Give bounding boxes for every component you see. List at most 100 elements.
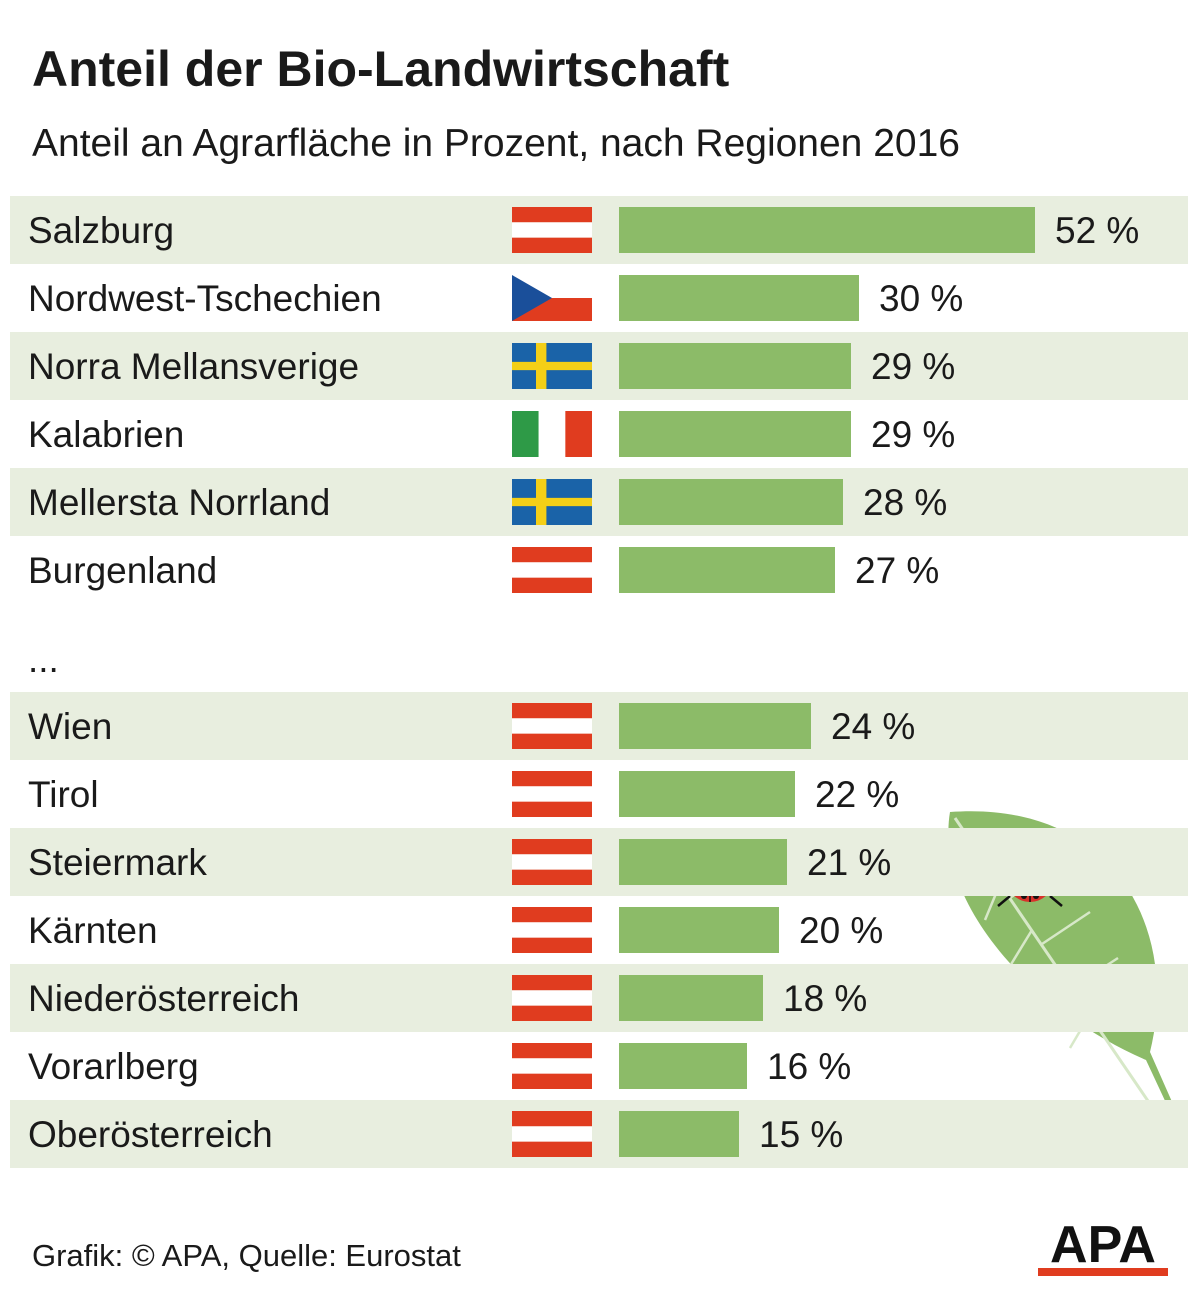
- bar: [619, 275, 859, 321]
- category-label: Kalabrien: [28, 414, 184, 455]
- flag-yellow-cross-h: [512, 361, 592, 371]
- austria-flag-icon: [512, 703, 592, 749]
- sweden-flag-icon: [512, 343, 592, 389]
- bar: [619, 1043, 747, 1089]
- austria-flag-icon: [512, 1111, 592, 1157]
- flag-red-stripe: [512, 1043, 592, 1059]
- flag-white-stripe: [512, 922, 592, 938]
- category-label: Kärnten: [28, 910, 158, 951]
- category-label: Mellersta Norrland: [28, 482, 330, 523]
- bar: [619, 771, 795, 817]
- austria-flag-icon: [512, 907, 592, 953]
- flag-red-stripe: [512, 547, 592, 563]
- category-label: Wien: [28, 706, 112, 747]
- flag-white-stripe: [512, 1058, 592, 1074]
- leaf-vein: [1041, 910, 1091, 946]
- flag-red-stripe: [512, 869, 592, 885]
- chart-title: Anteil der Bio-Landwirtschaft: [32, 41, 730, 97]
- bar: [619, 1111, 739, 1157]
- austria-flag-icon: [512, 839, 592, 885]
- bar: [619, 547, 835, 593]
- flag-red-band: [565, 411, 592, 457]
- value-label: 27 %: [855, 550, 939, 591]
- chart-row: Oberösterreich 15 %: [10, 1100, 1188, 1168]
- flag-red-stripe: [512, 1073, 592, 1089]
- chart-row: Vorarlberg 16 %: [28, 1043, 851, 1089]
- group-separator: ...: [28, 639, 59, 680]
- chart-row: Steiermark 21 %: [10, 828, 1188, 896]
- flag-red-stripe: [512, 577, 592, 593]
- bar: [619, 479, 843, 525]
- bar: [619, 411, 851, 457]
- bar: [619, 343, 851, 389]
- ladybug-leg: [1049, 895, 1063, 907]
- value-label: 20 %: [799, 910, 883, 951]
- value-label: 29 %: [871, 346, 955, 387]
- flag-yellow-cross-h: [512, 497, 592, 507]
- chart-row: Tirol 22 %: [28, 771, 899, 817]
- value-label: 52 %: [1055, 210, 1139, 251]
- flag-red-stripe: [512, 839, 592, 855]
- austria-flag-icon: [512, 1043, 592, 1089]
- row-stripe: [10, 468, 1188, 536]
- bar-chart: Salzburg 52 % Nordwest-Tschechien 30 % Norra…: [10, 196, 1188, 1168]
- sweden-flag-icon: [512, 479, 592, 525]
- source-note: Grafik: © APA, Quelle: Eurostat: [32, 1238, 461, 1273]
- flag-white-stripe: [512, 786, 592, 802]
- category-label: Burgenland: [28, 550, 217, 591]
- chart-row: Nordwest-Tschechien 30 %: [28, 275, 963, 321]
- flag-white-stripe: [512, 1126, 592, 1142]
- flag-red-stripe: [512, 207, 592, 223]
- category-label: Norra Mellansverige: [28, 346, 359, 387]
- chart-subtitle: Anteil an Agrarfläche in Prozent, nach R…: [32, 122, 960, 165]
- flag-red-stripe: [512, 1111, 592, 1127]
- austria-flag-icon: [512, 975, 592, 1021]
- austria-flag-icon: [512, 207, 592, 253]
- chart-row: Mellersta Norrland 28 %: [10, 468, 1188, 536]
- row-stripe: [10, 332, 1188, 400]
- flag-red-stripe: [512, 1141, 592, 1157]
- chart-row: Kärnten 20 %: [28, 907, 883, 953]
- flag-green-band: [512, 411, 539, 457]
- flag-red-stripe: [512, 975, 592, 991]
- category-label: Steiermark: [28, 842, 207, 883]
- value-label: 15 %: [759, 1114, 843, 1155]
- value-label: 29 %: [871, 414, 955, 455]
- row-stripe: [10, 1100, 1188, 1168]
- bar: [619, 839, 787, 885]
- flag-red-stripe: [512, 237, 592, 253]
- flag-blue-triangle: [512, 275, 552, 321]
- flag-red-stripe: [512, 801, 592, 817]
- austria-flag-icon: [512, 547, 592, 593]
- bar: [619, 975, 763, 1021]
- category-label: Salzburg: [28, 210, 174, 251]
- value-label: 28 %: [863, 482, 947, 523]
- bar: [619, 207, 1035, 253]
- category-label: Niederösterreich: [28, 978, 299, 1019]
- flag-red-stripe: [512, 703, 592, 719]
- flag-white-stripe: [512, 990, 592, 1006]
- flag-red-stripe: [512, 1005, 592, 1021]
- flag-white-stripe: [512, 854, 592, 870]
- chart-row: Kalabrien 29 %: [28, 411, 955, 457]
- chart-row: Niederösterreich 18 %: [10, 964, 1188, 1032]
- apa-logo-text: APA: [1050, 1218, 1156, 1274]
- category-label: Tirol: [28, 774, 99, 815]
- value-label: 30 %: [879, 278, 963, 319]
- category-label: Nordwest-Tschechien: [28, 278, 382, 319]
- bar: [619, 703, 811, 749]
- value-label: 21 %: [807, 842, 891, 883]
- value-label: 22 %: [815, 774, 899, 815]
- value-label: 18 %: [783, 978, 867, 1019]
- row-stripe: [10, 828, 1188, 896]
- ladybug-leg: [997, 895, 1011, 907]
- row-stripe: [10, 964, 1188, 1032]
- leaf-vein: [1008, 929, 1034, 967]
- chart-row: Wien 24 %: [10, 692, 1188, 760]
- flag-red-stripe: [512, 733, 592, 749]
- flag-red-stripe: [512, 771, 592, 787]
- italy-flag-icon: [512, 411, 592, 457]
- apa-logo-underline: [1038, 1268, 1168, 1276]
- value-label: 16 %: [767, 1046, 851, 1087]
- value-label: 24 %: [831, 706, 915, 747]
